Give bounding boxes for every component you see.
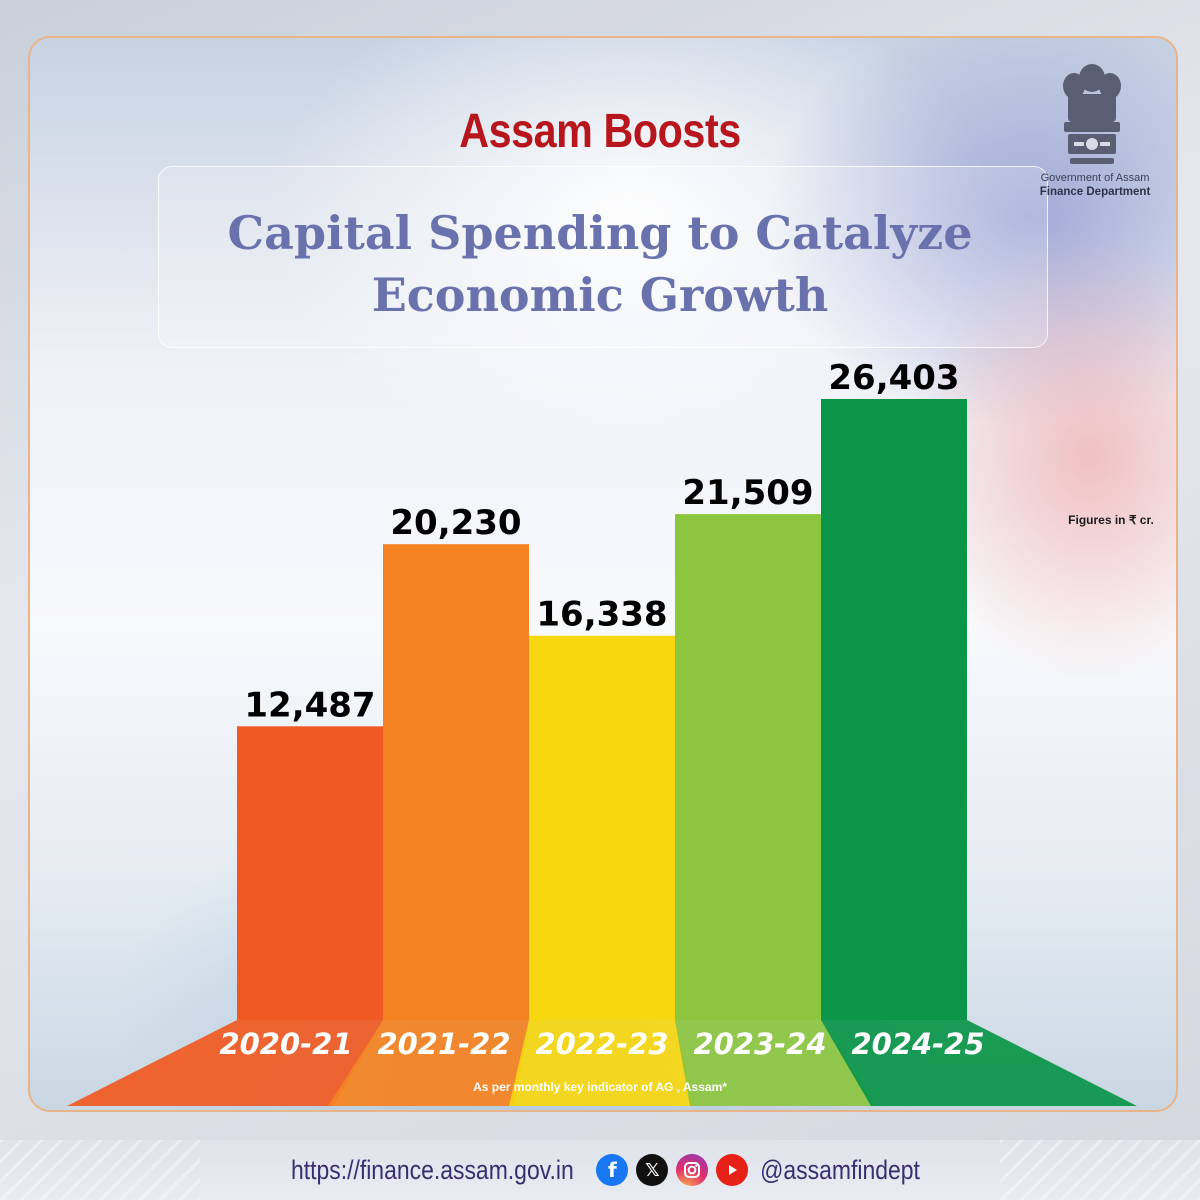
category-label: 2020-21 (219, 1027, 352, 1061)
website-link[interactable]: https://finance.assam.gov.in (290, 1154, 574, 1185)
bar-2020-21 (237, 726, 383, 1020)
bar-2023-24 (675, 514, 821, 1020)
social-handle[interactable]: @assamfindept (760, 1154, 921, 1185)
bar-floor (675, 1020, 876, 1106)
title-line-2: Capital Spending to Catalyze (227, 206, 973, 260)
category-label: 2022-23 (535, 1027, 668, 1061)
bar-floor (509, 1020, 695, 1106)
facebook-icon[interactable]: f (596, 1154, 629, 1186)
title-line-2-3: Capital Spending to Catalyze Economic Gr… (0, 202, 1200, 326)
bar-2022-23 (529, 635, 675, 1020)
bar-value-label: 26,403 (828, 358, 959, 398)
units-note: Figures in ₹ cr. (1068, 513, 1154, 527)
bar-floor (67, 1020, 383, 1106)
title-frame (158, 166, 1048, 348)
footer-content: https://finance.assam.gov.in f 𝕏 @assamf… (0, 1140, 1200, 1200)
title-line-1: Assam Boosts (459, 105, 741, 158)
org-department: Finance Department (1039, 186, 1151, 198)
state-emblem-icon (1063, 64, 1121, 164)
footer-decoration-left (0, 1140, 200, 1200)
footer-decoration-right (1000, 1140, 1200, 1200)
youtube-icon[interactable] (716, 1154, 749, 1186)
bar-value-label: 21,509 (682, 473, 813, 513)
instagram-icon[interactable] (676, 1154, 709, 1186)
category-label: 2023-24 (693, 1027, 826, 1061)
bar-value-label: 12,487 (244, 685, 375, 725)
bar-2024-25 (821, 399, 967, 1020)
title-line-3: Economic Growth (371, 268, 829, 322)
category-label: 2021-22 (377, 1027, 510, 1061)
bar-floor (328, 1020, 529, 1106)
bar-floor (821, 1020, 1137, 1106)
bar-value-label: 20,230 (390, 503, 521, 543)
source-note: As per monthly key indicator of AG , Ass… (473, 1080, 727, 1094)
x-icon[interactable]: 𝕏 (636, 1154, 669, 1186)
category-label: 2024-25 (851, 1027, 984, 1061)
bar-value-label: 16,338 (536, 595, 667, 635)
bar-2021-22 (383, 544, 529, 1020)
org-name: Government of Assam (1040, 172, 1150, 184)
